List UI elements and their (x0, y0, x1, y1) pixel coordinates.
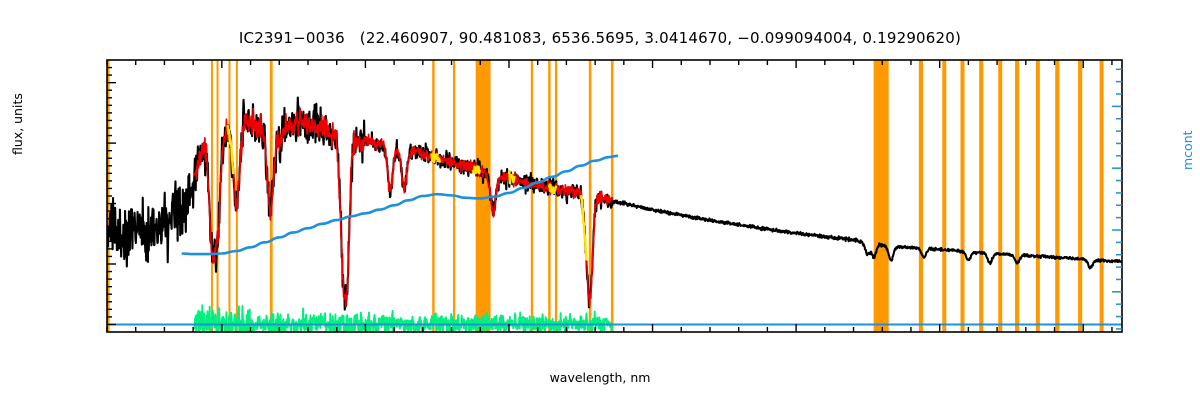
masked-region (432, 60, 435, 332)
masked-region (1099, 60, 1104, 332)
masked-region (960, 60, 965, 332)
highlight-segment (430, 150, 442, 164)
masked-region (548, 60, 551, 332)
masked-region (998, 60, 1003, 332)
plot-title: IC2391−0036 (22.460907, 90.481083, 6536.… (238, 29, 962, 47)
masked-region (588, 60, 592, 332)
masked-region (210, 60, 213, 332)
masked-region (228, 60, 231, 332)
masked-region (475, 60, 491, 332)
highlight-segment (471, 165, 482, 175)
masked-region (1055, 60, 1060, 332)
masked-region (918, 60, 924, 332)
masked-regions-layer (107, 60, 1104, 332)
data-traces-layer (107, 96, 1122, 332)
masked-region (873, 60, 889, 332)
masked-region (1035, 60, 1040, 332)
masked-region (216, 60, 219, 332)
y-axis-right-label: mcont (1180, 130, 1195, 170)
masked-region (1015, 60, 1020, 332)
highlight-segment (547, 183, 558, 195)
axes-layer (106, 59, 1123, 333)
masked-region (942, 60, 947, 332)
masked-region (554, 60, 558, 332)
masked-region (979, 60, 984, 332)
masked-region (610, 60, 614, 332)
plot-frame (106, 59, 1123, 333)
highlight-segment (226, 124, 235, 175)
y-axis-left-label: flux, units (10, 93, 25, 155)
masked-region (1078, 60, 1083, 332)
mcont-continuum-trace (181, 154, 619, 256)
highlight-segment (579, 195, 588, 261)
x-axis-label: wavelength, nm (549, 370, 651, 385)
highlight-segment (507, 169, 516, 185)
masked-region (530, 60, 534, 332)
